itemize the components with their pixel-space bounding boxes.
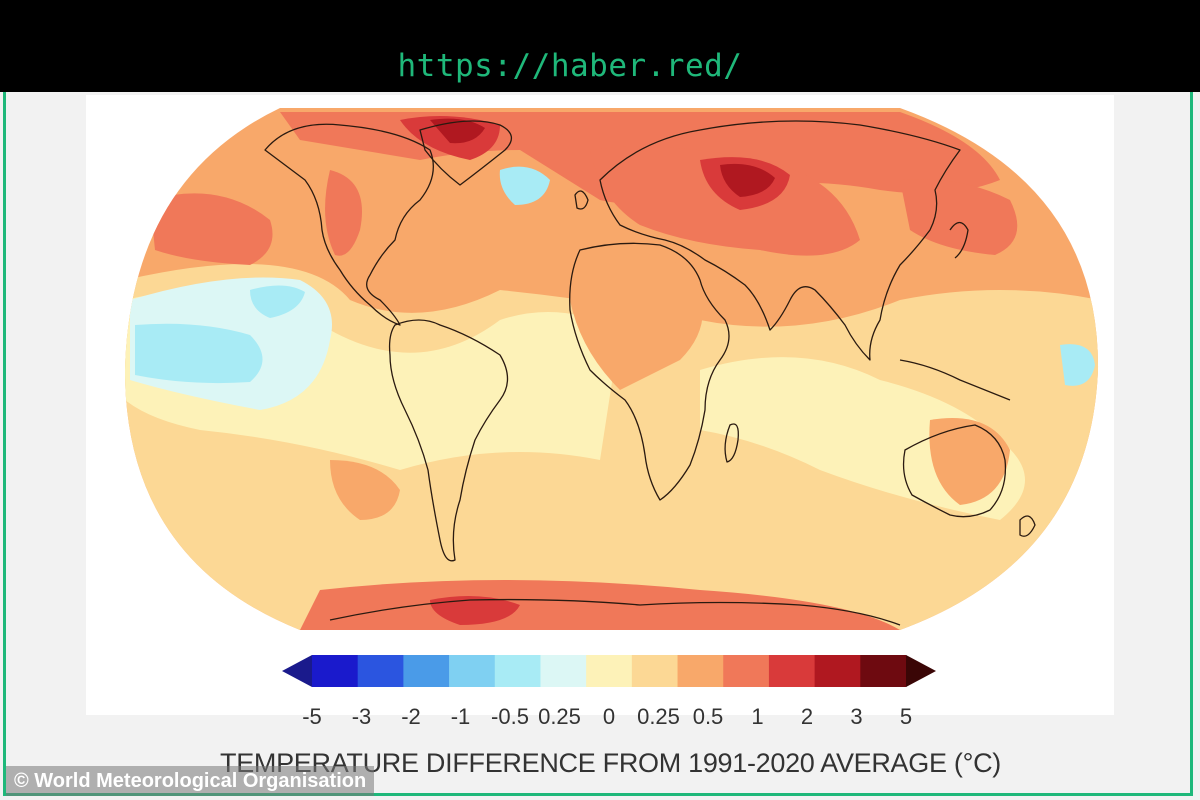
- legend-max-arrow: [906, 655, 936, 687]
- legend-colorbar: [282, 655, 936, 687]
- africa-outline: [569, 242, 730, 501]
- greenland-outline: [419, 120, 512, 186]
- north-america-outline: [264, 123, 434, 326]
- continent-outlines: [264, 120, 1036, 626]
- legend-swatch: [403, 655, 450, 687]
- legend-tick-label: 0: [602, 704, 616, 729]
- anomaly-patch: [900, 179, 1018, 255]
- south-america-outline: [388, 319, 509, 562]
- anomaly-patch: [720, 163, 775, 197]
- antarctica-outline: [329, 598, 901, 626]
- anomaly-patch: [929, 418, 1010, 505]
- legend-tick-label: 1: [751, 704, 764, 729]
- europe-asia-outline: [599, 120, 961, 361]
- australia-outline: [902, 424, 1007, 518]
- anomaly-patch: [150, 193, 273, 265]
- legend-min-arrow: [282, 655, 312, 687]
- legend-swatch: [494, 655, 541, 687]
- indonesia-outline: [899, 359, 1011, 401]
- anomaly-patch: [430, 596, 520, 625]
- legend-tick-label: -0.5: [491, 704, 529, 729]
- legend-swatch: [677, 655, 724, 687]
- anomaly-patch: [250, 285, 305, 318]
- anomaly-patch: [499, 166, 550, 205]
- legend-swatch: [768, 655, 816, 687]
- legend-swatch: [357, 655, 404, 687]
- top-bar: [0, 0, 1200, 92]
- legend-swatch: [631, 655, 679, 687]
- page-frame: [3, 92, 1193, 796]
- madagascar-outline: [724, 423, 739, 463]
- anomaly-patch: [325, 170, 362, 256]
- legend-swatch: [312, 655, 359, 687]
- legend-tick-label: 0.5: [692, 704, 724, 729]
- anomaly-patch: [330, 460, 400, 520]
- legend-tick-label: 0.25: [637, 704, 680, 729]
- legend-tick-label: -3: [351, 704, 372, 729]
- anomaly-patch: [1060, 344, 1095, 386]
- header-url[interactable]: https://haber.red/: [397, 48, 743, 84]
- uk-outline: [574, 190, 589, 210]
- legend-tick-label: 2: [800, 704, 814, 729]
- legend-tick-label: 5: [899, 704, 913, 729]
- legend-swatch: [860, 655, 907, 687]
- legend-swatch: [814, 655, 861, 687]
- map-projection: [125, 108, 1099, 630]
- anomaly-patch: [135, 323, 263, 384]
- legend-tick-label: -5: [302, 704, 322, 729]
- legend-tick-label: 0.25: [538, 704, 581, 729]
- legend-tick-label: -2: [401, 704, 421, 729]
- legend-tick-label: 3: [850, 704, 863, 729]
- new-zealand-outline: [1019, 515, 1036, 537]
- credit-label: © World Meteorological Organisation: [6, 766, 375, 796]
- legend-tick-label: -1: [450, 704, 471, 729]
- anomaly-patch: [430, 118, 485, 144]
- legend-swatch: [586, 655, 633, 687]
- legend-swatch: [449, 655, 496, 687]
- legend-swatch: [723, 655, 770, 687]
- japan-outline: [949, 221, 969, 259]
- anomaly-patch: [570, 252, 703, 390]
- legend-swatch: [540, 655, 587, 687]
